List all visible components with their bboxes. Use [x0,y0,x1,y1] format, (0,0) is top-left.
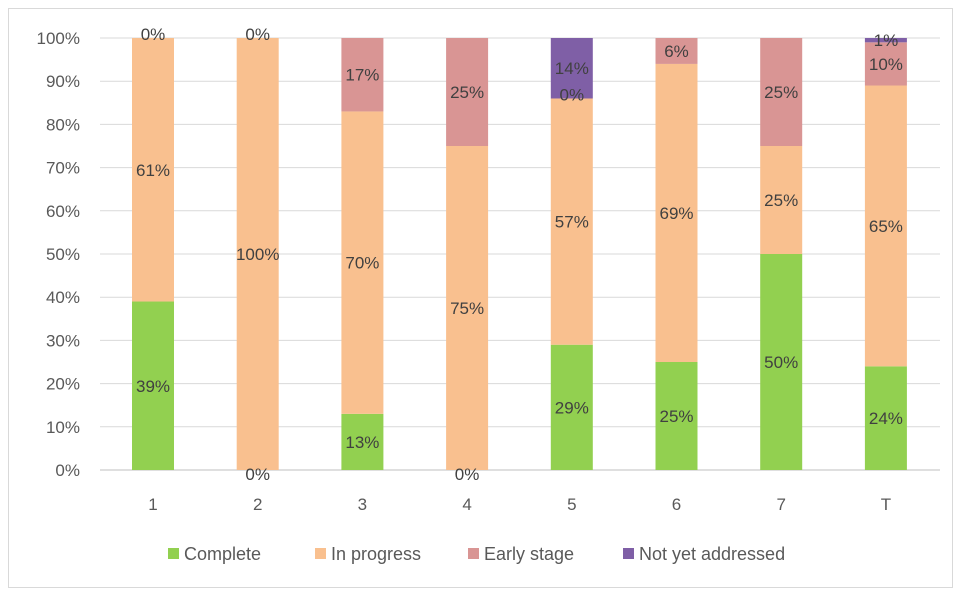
gridlines [100,37,940,471]
data-label: 14% [555,59,589,78]
y-tick-label: 30% [46,331,80,350]
x-category-label: 3 [358,495,367,514]
bar-segment [760,146,803,254]
bar-segment [864,366,907,470]
data-label: 6% [664,42,689,61]
y-tick-label: 90% [46,72,80,91]
y-tick-label: 100% [37,29,80,48]
bar-segment [550,98,593,345]
data-label: 29% [555,398,589,417]
bar-segment [655,362,698,470]
bar-segment [864,85,907,367]
data-label: 25% [450,83,484,102]
legend-label: Not yet addressed [639,544,785,564]
y-tick-label: 60% [46,202,80,221]
data-label: 0% [245,465,270,484]
legend-label: Early stage [484,544,574,564]
x-category-label: 5 [567,495,576,514]
bar-segment [550,38,593,99]
bar-segment [760,38,803,146]
legend-swatch [315,548,326,559]
data-label: 100% [236,245,279,264]
data-label: 57% [555,213,589,232]
y-tick-label: 40% [46,288,80,307]
y-axis-ticks: 0% 10% 20% 30% 40% 50% 60% 70% 80% 90% 100% [37,29,80,480]
legend-swatch [168,548,179,559]
x-category-label: 6 [672,495,681,514]
bar-segment [132,301,174,470]
data-label: 1% [874,31,899,50]
y-tick-label: 50% [46,245,80,264]
y-tick-label: 70% [46,159,80,178]
data-label: 0% [560,85,585,104]
data-label: 70% [345,254,379,273]
bar-segment [864,42,907,86]
bar-segment [341,111,384,414]
data-label: 10% [869,55,903,74]
bar-segment [236,38,279,470]
data-labels: 39% 61% 0% 0% 100% 0% 13% 70% 17% 0% 75% 25% 29% 57% 0… [136,25,903,484]
data-label: 50% [764,353,798,372]
bar-segment [446,38,489,146]
bar-segment [550,344,593,470]
bar-segment [132,38,174,302]
bar-segment [655,38,698,64]
x-category-label: T [881,495,891,514]
bar-segment [655,63,698,363]
legend-swatch [623,548,634,559]
data-label: 13% [345,433,379,452]
bar-segment [446,146,489,470]
data-label: 25% [659,407,693,426]
data-label: 61% [136,161,170,180]
legend-label: In progress [331,544,421,564]
legend: Complete In progress Early stage Not yet ad… [168,544,785,564]
data-label: 69% [659,204,693,223]
y-tick-label: 20% [46,375,80,394]
bar-segment [864,38,907,43]
x-category-label: 7 [776,495,785,514]
x-axis-categories: 1 2 3 4 5 6 7 T [148,495,891,514]
x-category-label: 4 [462,495,471,514]
x-category-label: 2 [253,495,262,514]
data-label: 17% [345,66,379,85]
y-tick-label: 80% [46,115,80,134]
bars [132,38,907,470]
data-label: 0% [245,25,270,44]
y-tick-label: 10% [46,418,80,437]
bar-segment [341,38,384,112]
data-label: 0% [141,25,166,44]
bar-segment [341,413,384,470]
data-label: 65% [869,217,903,236]
data-label: 39% [136,377,170,396]
y-tick-label: 0% [55,461,80,480]
bar-segment [760,254,803,470]
x-category-label: 1 [148,495,157,514]
legend-label: Complete [184,544,261,564]
data-label: 25% [764,191,798,210]
data-label: 0% [455,465,480,484]
data-label: 24% [869,409,903,428]
legend-swatch [468,548,479,559]
data-label: 75% [450,299,484,318]
data-label: 25% [764,83,798,102]
